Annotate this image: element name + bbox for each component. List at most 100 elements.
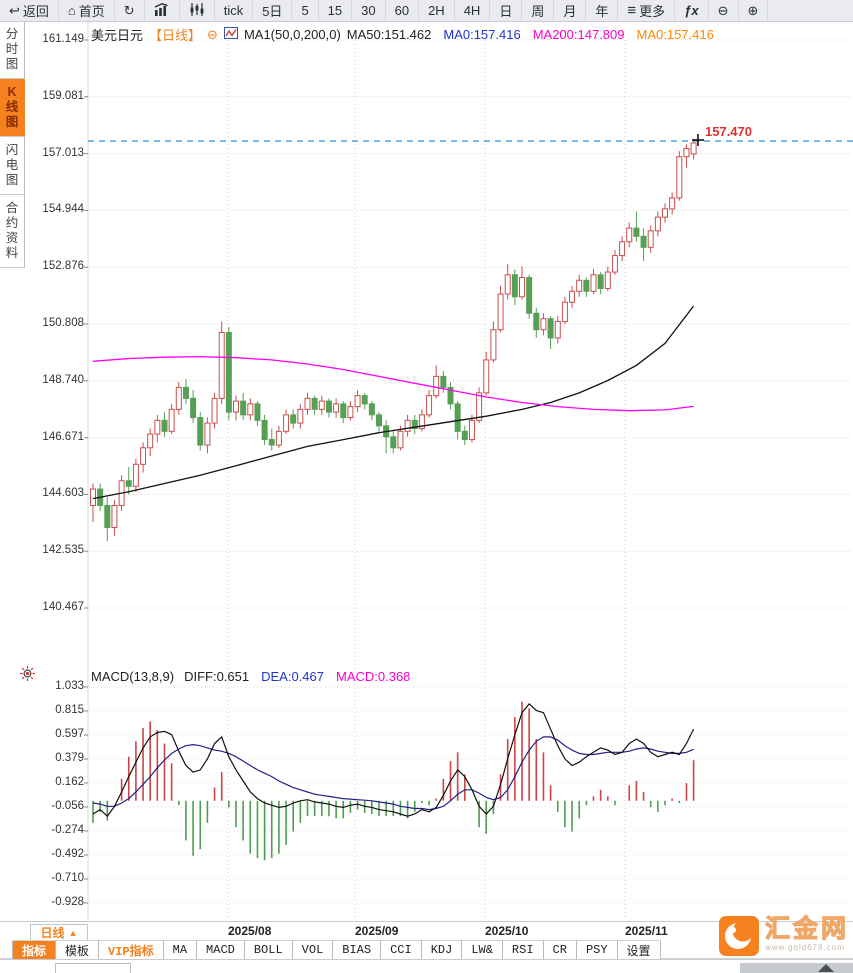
- toolbar-item-m30[interactable]: 30: [352, 0, 386, 21]
- toolbar-item-label: tick: [223, 3, 244, 18]
- indicator-tab-MA[interactable]: MA: [163, 940, 198, 959]
- fx-icon: ƒx: [684, 3, 699, 18]
- indicator-tab-模板[interactable]: 模板: [56, 940, 100, 959]
- ma-values: MA50:151.462 MA0:157.416 MA200:147.809 MA0:…: [347, 27, 714, 42]
- indicator-tab-BOLL[interactable]: BOLL: [244, 940, 293, 959]
- indicator-tab-指标[interactable]: 指标: [12, 940, 57, 959]
- home-icon: ⌂: [67, 3, 76, 18]
- toolbar-item-label: 15: [327, 3, 343, 18]
- price-axis-label: 157.013: [42, 146, 84, 159]
- sidebar-tab-char: 分: [5, 27, 19, 41]
- sidebar-tab-char: 图: [5, 57, 19, 71]
- toolbar-item-zoom-in[interactable]: ⊕: [739, 0, 769, 21]
- logo-site-name: 汇金网: [764, 915, 849, 943]
- indicator-tab-PSY[interactable]: PSY: [576, 940, 618, 959]
- toolbar-item-4h[interactable]: 4H: [455, 0, 491, 21]
- macd-axis-label: -0.928: [51, 896, 84, 908]
- indicator-tab-CR[interactable]: CR: [543, 940, 577, 959]
- price-axis-label: 154.944: [42, 203, 84, 216]
- indicator-tab-MACD[interactable]: MACD: [197, 940, 245, 959]
- toolbar-item-2h[interactable]: 2H: [419, 0, 455, 21]
- macd-values: DIFF:0.651 DEA:0.467 MACD:0.368: [184, 669, 410, 684]
- toolbar-item-label: 返回: [22, 4, 49, 19]
- price-axis-label: 161.149: [42, 33, 84, 45]
- toolbar-item-candlestick[interactable]: [180, 0, 215, 21]
- bar-chart-icon: [154, 2, 170, 19]
- collapse-circle-icon[interactable]: ⊖: [207, 26, 218, 42]
- symbol-name: 美元日元: [91, 28, 144, 43]
- sidebar-tab-char: 闪: [5, 143, 19, 157]
- chart-close-icon[interactable]: [223, 27, 238, 42]
- main-chart-header: 美元日元 【日线】 ⊖ MA1(50,0,200,0) MA50:151.462…: [91, 25, 714, 44]
- ma-value-3: MA0:157.416: [636, 27, 714, 42]
- x-axis-row: 日线 ▲ 2025/08 2025/09 2025/10 2025/11: [0, 921, 853, 941]
- toolbar-item-m60[interactable]: 60: [386, 0, 420, 21]
- x-axis-label: 2025/09: [355, 924, 399, 938]
- horizontal-scrollbar[interactable]: [740, 963, 853, 973]
- expand-panel-arrow-icon[interactable]: [818, 964, 834, 972]
- indicator-tab-VOL[interactable]: VOL: [292, 940, 334, 959]
- period-label: 【日线】: [149, 28, 202, 43]
- toolbar-item-5d[interactable]: 5日: [253, 0, 293, 21]
- collapsed-panel-tab[interactable]: [55, 963, 131, 973]
- toolbar-item-label: 30: [361, 3, 376, 18]
- toolbar-item-refresh[interactable]: ↻: [115, 0, 145, 21]
- toolbar-item-week[interactable]: 周: [522, 0, 555, 21]
- x-axis-label: 2025/10: [485, 924, 529, 938]
- ma-value-1: MA0:157.416: [443, 27, 521, 42]
- indicator-settings-icon[interactable]: [20, 666, 35, 686]
- macd-value-1: DEA:0.467: [261, 669, 324, 684]
- chevron-up-icon: ▲: [68, 927, 78, 938]
- toolbar-item-label: 4H: [463, 3, 481, 18]
- indicator-tab-VIP指标[interactable]: VIP指标: [99, 940, 164, 959]
- last-price-tag: 157.470: [705, 124, 752, 139]
- toolbar-item-label: 5日: [262, 4, 283, 19]
- toolbar-item-more[interactable]: ≡ 更多: [618, 0, 676, 21]
- indicator-tab-BIAS[interactable]: BIAS: [333, 940, 382, 959]
- toolbar-item-back[interactable]: ↩ 返回: [0, 0, 59, 21]
- indicator-tab-LW&[interactable]: LW&: [462, 940, 503, 959]
- toolbar-item-bar-chart[interactable]: [145, 0, 180, 21]
- macd-axis-label: 0.162: [55, 775, 84, 788]
- macd-axis-label: 1.033: [55, 680, 84, 692]
- toolbar-item-zoom-out[interactable]: ⊖: [709, 0, 739, 21]
- toolbar-item-label: 首页: [78, 4, 105, 19]
- sidebar-tab-contract-info[interactable]: 合约资料: [0, 195, 25, 268]
- toolbar-item-home[interactable]: ⌂ 首页: [59, 0, 115, 21]
- toolbar-item-month[interactable]: 月: [554, 0, 587, 21]
- period-dropdown-label: 日线: [40, 926, 65, 940]
- indicator-tab-CCI[interactable]: CCI: [381, 940, 422, 959]
- toolbar-item-label: 日: [499, 4, 513, 19]
- macd-axis-label: -0.710: [51, 871, 84, 884]
- macd-axis-label: 0.379: [55, 752, 84, 765]
- toolbar-item-label: 60: [394, 3, 410, 18]
- logo-icon: [718, 916, 759, 956]
- toolbar-item-label: 更多: [639, 4, 666, 19]
- sidebar-tab-flash-chart[interactable]: 闪电图: [0, 137, 25, 195]
- candlestick-icon: [189, 2, 205, 19]
- toolbar-item-label: 年: [595, 4, 609, 19]
- toolbar-item-label: 5: [301, 3, 309, 18]
- price-axis-label: 142.535: [42, 544, 84, 557]
- sidebar-tab-char: 约: [5, 216, 19, 230]
- toolbar-item-fx[interactable]: ƒx: [675, 0, 709, 21]
- toolbar-item-label: 月: [563, 4, 577, 19]
- period-dropdown-button[interactable]: 日线 ▲: [30, 924, 88, 941]
- toolbar-item-year[interactable]: 年: [586, 0, 619, 21]
- indicator-tab-RSI[interactable]: RSI: [502, 940, 544, 959]
- toolbar-item-tick[interactable]: tick: [215, 0, 254, 21]
- indicator-tab-设置[interactable]: 设置: [617, 940, 661, 959]
- sidebar-tab-time-chart[interactable]: 分时图: [0, 21, 25, 79]
- toolbar-item-day[interactable]: 日: [490, 0, 523, 21]
- indicator-tab-KDJ[interactable]: KDJ: [421, 940, 463, 959]
- ma-settings-label: MA1(50,0,200,0): [243, 27, 341, 42]
- toolbar-item-m15[interactable]: 15: [319, 0, 353, 21]
- toolbar-item-m5[interactable]: 5: [292, 0, 319, 21]
- back-icon: ↩: [9, 3, 20, 18]
- toolbar-item-label: 周: [531, 4, 545, 19]
- sidebar-tab-char: K: [7, 85, 17, 99]
